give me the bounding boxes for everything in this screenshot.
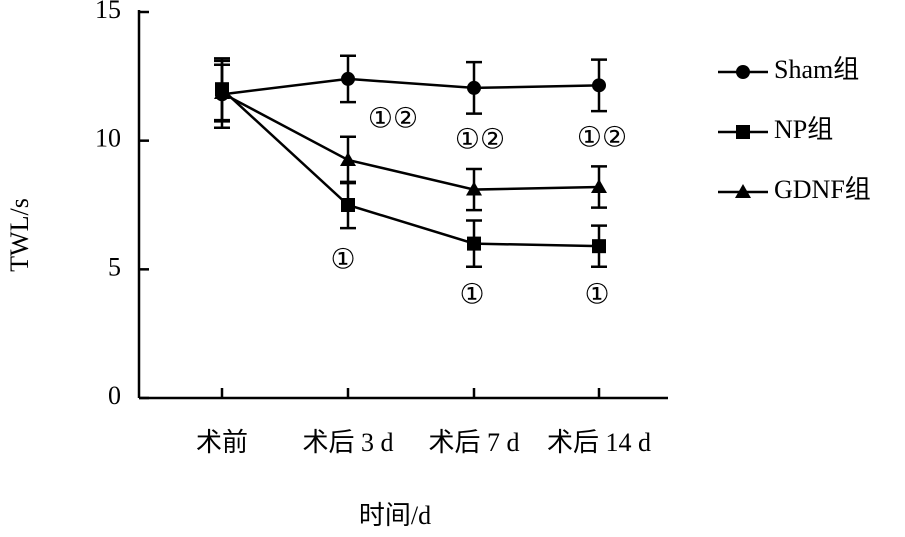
x-axis-title: 时间/d [359,501,431,530]
annotation: ①② [368,103,418,134]
legend-marker [736,65,750,79]
x-tick-label: 术后 14 d [547,428,651,457]
marker [467,236,481,251]
marker [467,80,481,95]
marker [466,181,482,196]
x-tick-label: 术前 [196,428,248,457]
legend-marker [735,184,751,198]
legend-marker [736,125,750,139]
y-axis-title: TWL/s [5,198,34,272]
y-tick-label: 0 [108,381,121,410]
annotation: ① [459,279,484,310]
annotation: ①② [577,122,627,153]
x-tick-label: 术后 3 d [302,428,393,457]
marker [341,198,355,212]
annotation: ① [330,244,355,275]
legend-label: Sham组 [774,55,859,84]
annotation: ① [584,279,609,310]
y-tick-label: 15 [95,0,121,24]
marker [341,71,355,86]
y-tick-label: 10 [95,124,121,153]
marker [340,151,356,166]
x-tick-label: 术后 7 d [428,428,519,457]
marker [592,239,606,254]
series-line [221,88,600,248]
y-tick-label: 5 [108,252,121,281]
marker [591,178,607,193]
marker [592,78,606,93]
series-line [221,91,600,191]
legend-label: NP组 [774,115,833,144]
series-line [221,77,600,96]
annotation: ①② [455,124,505,155]
legend-label: GDNF组 [774,175,871,204]
marker [214,85,230,100]
